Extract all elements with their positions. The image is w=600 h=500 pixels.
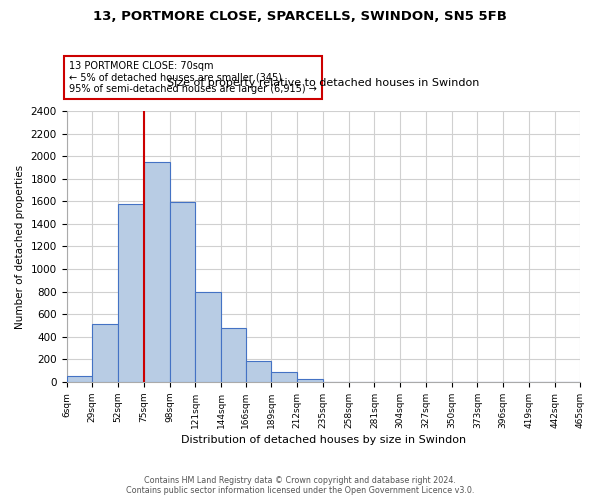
Text: Contains HM Land Registry data © Crown copyright and database right 2024.
Contai: Contains HM Land Registry data © Crown c…	[126, 476, 474, 495]
Text: 13, PORTMORE CLOSE, SPARCELLS, SWINDON, SN5 5FB: 13, PORTMORE CLOSE, SPARCELLS, SWINDON, …	[93, 10, 507, 23]
Bar	[118, 204, 144, 382]
Text: 13 PORTMORE CLOSE: 70sqm
← 5% of detached houses are smaller (345)
95% of semi-d: 13 PORTMORE CLOSE: 70sqm ← 5% of detache…	[69, 61, 317, 94]
Y-axis label: Number of detached properties: Number of detached properties	[15, 164, 25, 328]
Bar	[170, 202, 196, 382]
X-axis label: Distribution of detached houses by size in Swindon: Distribution of detached houses by size …	[181, 435, 466, 445]
Bar	[271, 372, 297, 382]
Bar	[196, 292, 221, 382]
Title: Size of property relative to detached houses in Swindon: Size of property relative to detached ho…	[167, 78, 480, 88]
Bar	[245, 360, 271, 382]
Bar	[221, 328, 245, 382]
Bar	[297, 378, 323, 382]
Bar	[144, 162, 170, 382]
Bar	[67, 376, 92, 382]
Bar	[92, 324, 118, 382]
